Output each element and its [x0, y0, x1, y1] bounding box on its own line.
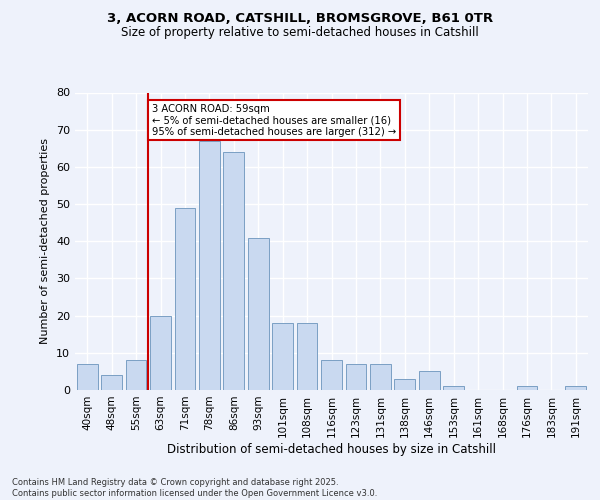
Bar	[77, 364, 98, 390]
Bar	[346, 364, 367, 390]
Bar	[150, 316, 171, 390]
Bar	[394, 379, 415, 390]
Bar	[370, 364, 391, 390]
Text: Contains HM Land Registry data © Crown copyright and database right 2025.
Contai: Contains HM Land Registry data © Crown c…	[12, 478, 377, 498]
Bar	[443, 386, 464, 390]
Bar	[125, 360, 146, 390]
X-axis label: Distribution of semi-detached houses by size in Catshill: Distribution of semi-detached houses by …	[167, 442, 496, 456]
Bar	[419, 372, 440, 390]
Bar	[101, 375, 122, 390]
Text: 3, ACORN ROAD, CATSHILL, BROMSGROVE, B61 0TR: 3, ACORN ROAD, CATSHILL, BROMSGROVE, B61…	[107, 12, 493, 26]
Bar	[517, 386, 538, 390]
Bar	[272, 323, 293, 390]
Bar	[321, 360, 342, 390]
Bar	[223, 152, 244, 390]
Text: Size of property relative to semi-detached houses in Catshill: Size of property relative to semi-detach…	[121, 26, 479, 39]
Bar	[248, 238, 269, 390]
Bar	[296, 323, 317, 390]
Bar	[565, 386, 586, 390]
Text: 3 ACORN ROAD: 59sqm
← 5% of semi-detached houses are smaller (16)
95% of semi-de: 3 ACORN ROAD: 59sqm ← 5% of semi-detache…	[152, 104, 396, 137]
Bar	[199, 141, 220, 390]
Bar	[175, 208, 196, 390]
Y-axis label: Number of semi-detached properties: Number of semi-detached properties	[40, 138, 50, 344]
